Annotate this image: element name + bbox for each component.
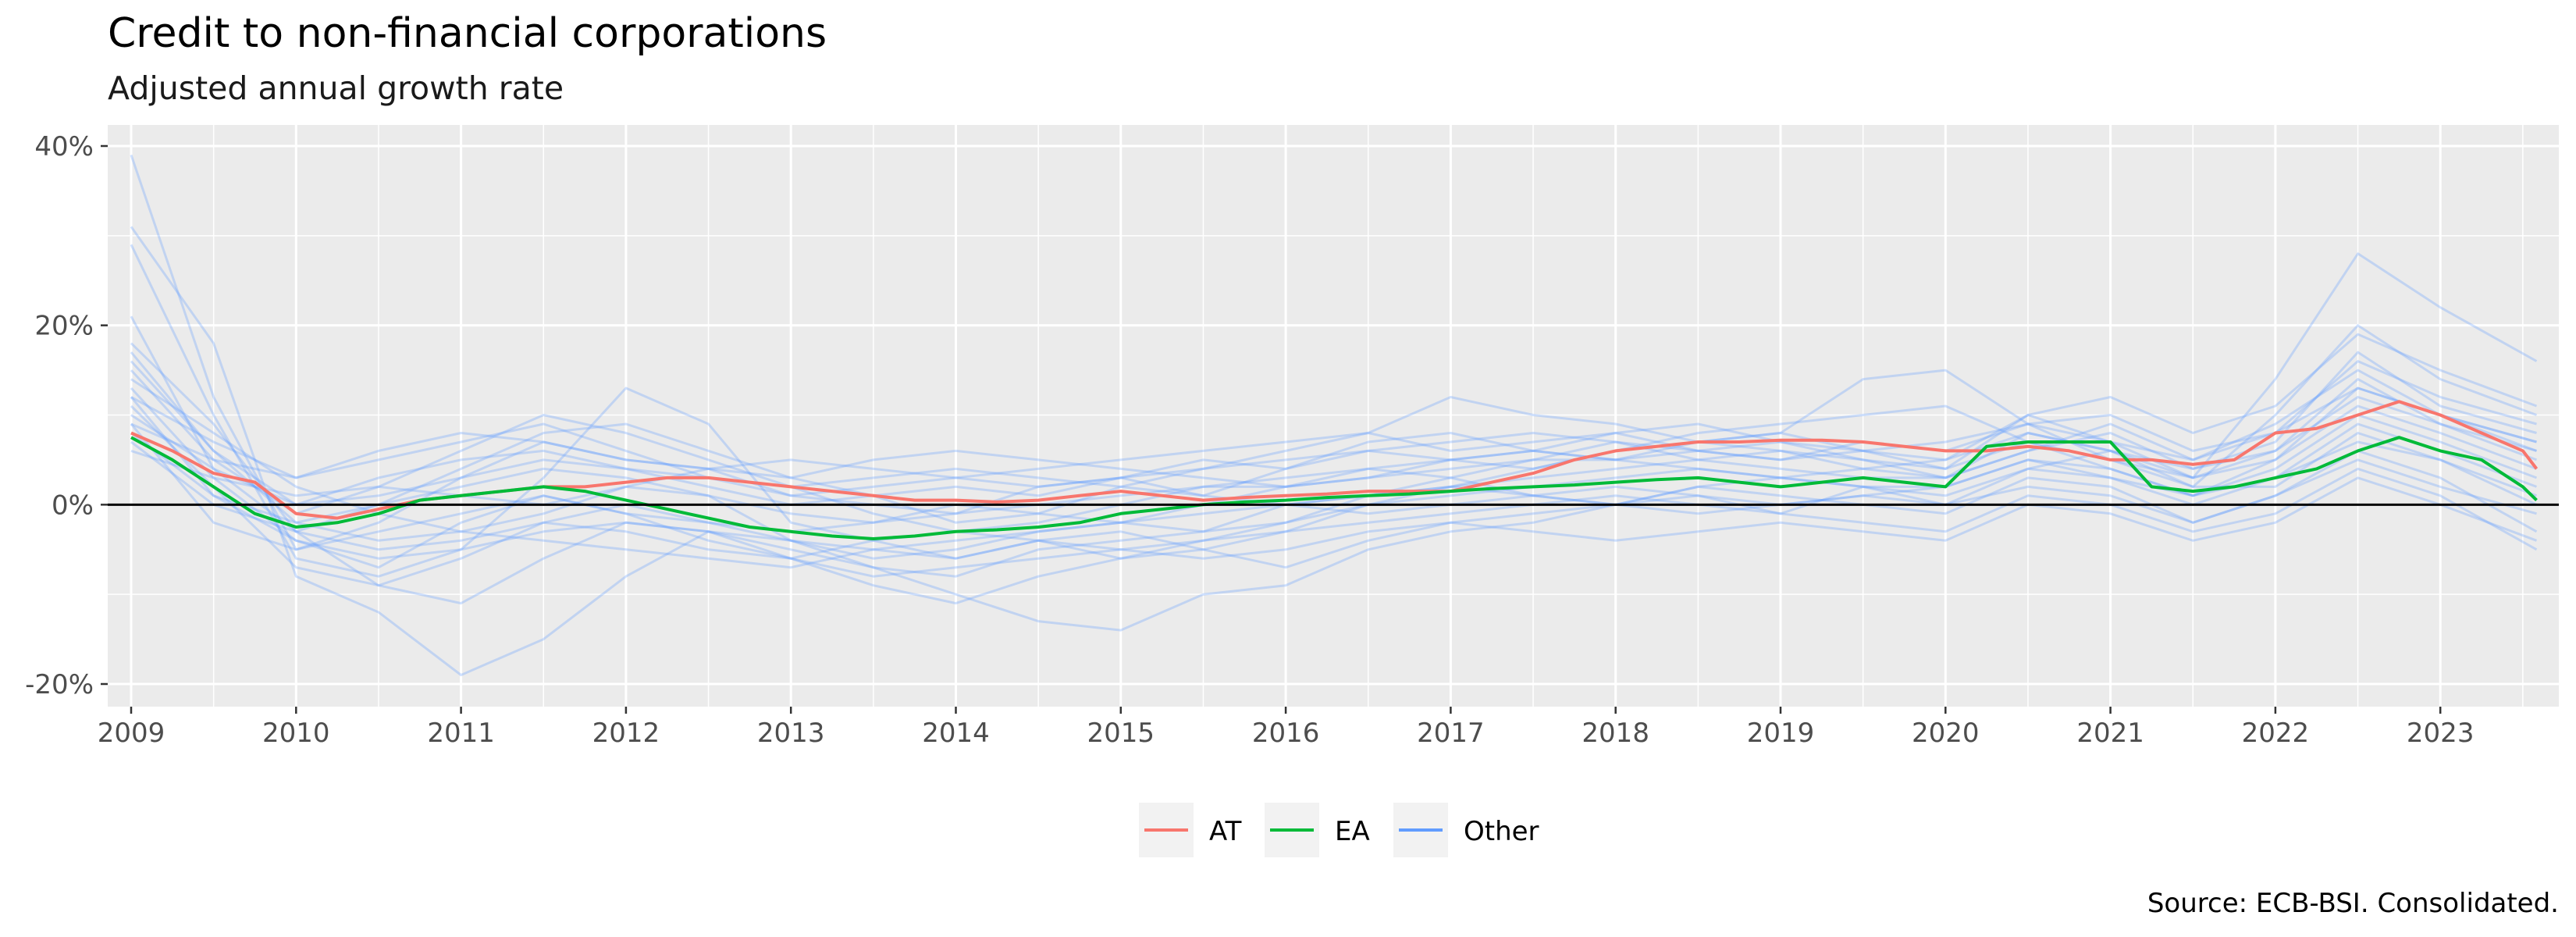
x-tick-label: 2017 [1417,718,1485,749]
x-tick-label: 2013 [757,718,825,749]
x-tick-label: 2009 [98,718,165,749]
series-line-other-11 [130,404,2538,506]
plot-panel [108,125,2559,707]
y-axis: -20% 0% 20% 40% [25,131,108,700]
legend: AT EA Other [1139,803,1539,857]
y-tick-label: -20% [25,669,94,700]
series-line-other-15 [130,360,2537,506]
series-line-other-20 [130,396,2538,569]
x-tick-label: 2012 [592,718,660,749]
x-tick-label: 2016 [1252,718,1320,749]
x-tick-label: 2022 [2242,718,2310,749]
x-tick-label: 2023 [2407,718,2475,749]
series-line-other-10 [130,404,2538,587]
series-line-other-12 [130,423,2538,578]
x-tick-label: 2020 [1912,718,1980,749]
series-line-other-2 [130,155,2538,551]
legend-label-at: AT [1209,816,1242,847]
chart-title: Credit to non-financial corporations [108,10,827,57]
y-tick-label: 20% [34,311,94,342]
series-line-other-13 [130,396,2537,524]
legend-label-other: Other [1464,816,1539,847]
series-line-other-19 [130,333,2538,488]
chart-subtitle: Adjusted annual growth rate [108,69,564,107]
x-axis: 2009 2010 2011 2012 2013 2014 2015 2016 2017 2018… [98,707,2475,749]
series-line-other-14 [130,378,2538,569]
x-tick-label: 2018 [1582,718,1649,749]
series-line-other-5 [130,315,2538,533]
grid-lines [108,125,2559,707]
x-tick-label: 2011 [427,718,495,749]
chart-caption: Source: ECB-BSI. Consolidated. [2147,888,2559,919]
series-line-other-17 [130,387,2537,506]
y-tick-label: 40% [34,131,94,162]
series-line-other-6 [130,351,2537,578]
x-tick-label: 2014 [922,718,990,749]
y-tick-label: 0% [52,490,94,521]
series-line-other-9 [130,360,2537,497]
legend-label-ea: EA [1335,816,1370,847]
series-line-other-16 [130,440,2538,560]
x-tick-label: 2021 [2076,718,2144,749]
series-line-other-8 [130,387,2538,605]
x-tick-label: 2010 [262,718,330,749]
series-line-other-18 [130,342,2537,605]
series-line-ea [130,436,2538,540]
x-tick-label: 2019 [1747,718,1815,749]
x-tick-label: 2015 [1087,718,1155,749]
highlight-series-group [130,400,2539,540]
